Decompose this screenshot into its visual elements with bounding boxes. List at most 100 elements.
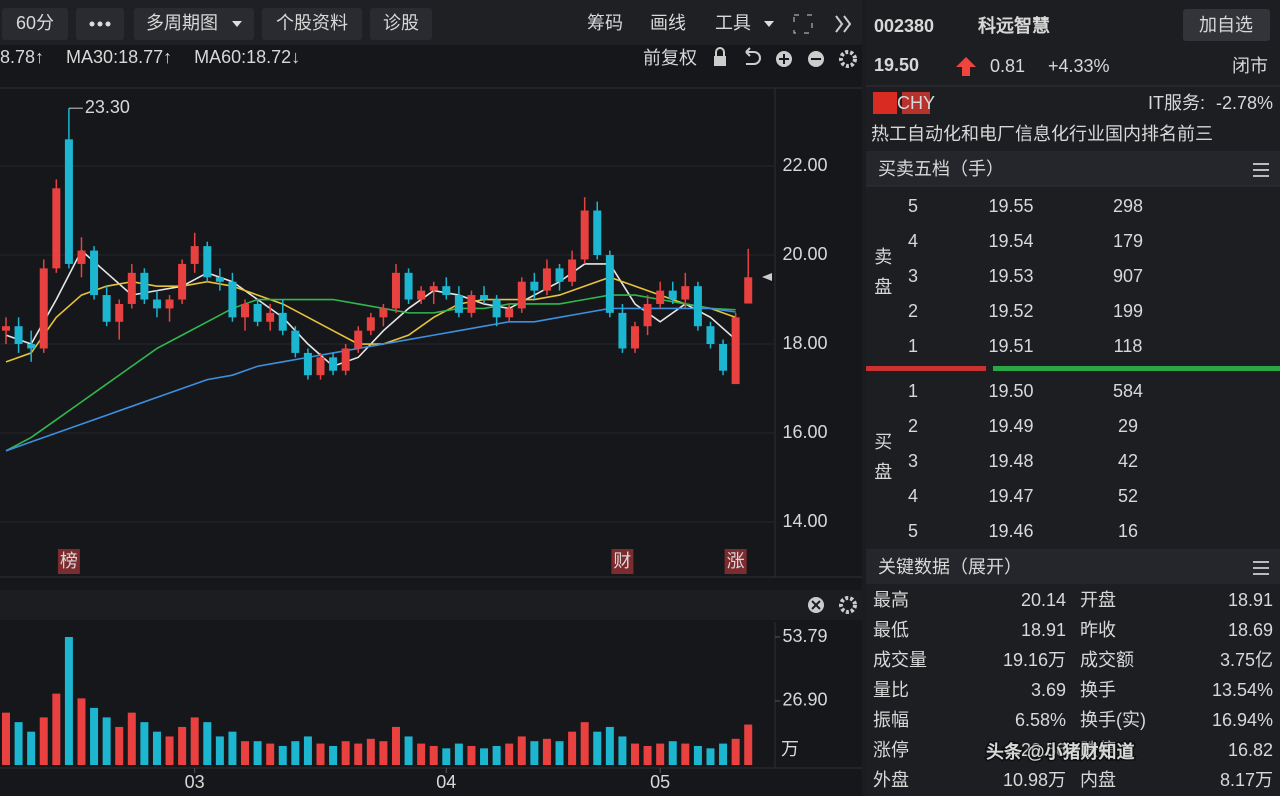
order-level: 4 bbox=[908, 486, 918, 506]
tools-button[interactable]: 工具 bbox=[715, 13, 751, 33]
sector-name: IT服务: bbox=[1148, 93, 1205, 113]
button[interactable] bbox=[370, 8, 432, 40]
candle-body bbox=[253, 303, 262, 322]
volume-bar bbox=[593, 731, 602, 765]
candle-body bbox=[605, 255, 614, 313]
sector-change: -2.78% bbox=[1216, 93, 1273, 113]
undo-icon[interactable] bbox=[745, 47, 761, 65]
order-price: 19.52 bbox=[988, 301, 1033, 321]
candle-body bbox=[152, 299, 161, 309]
volume-bar bbox=[605, 726, 614, 765]
fullscreen-icon[interactable] bbox=[793, 14, 813, 34]
order-price: 19.50 bbox=[988, 381, 1033, 401]
volume-bar bbox=[228, 731, 237, 765]
volume-bar bbox=[391, 726, 400, 765]
diagnose-button[interactable]: 诊股 bbox=[383, 13, 419, 33]
button[interactable] bbox=[134, 8, 254, 40]
candle-body bbox=[429, 286, 438, 291]
chips-button[interactable]: 筹码 bbox=[587, 13, 623, 33]
order-level: 2 bbox=[908, 301, 918, 321]
volume-bar bbox=[580, 722, 589, 765]
order-price: 19.47 bbox=[988, 486, 1033, 506]
adjust-label[interactable]: 前复权 bbox=[643, 48, 697, 68]
period-button[interactable]: 60分 bbox=[16, 13, 54, 33]
button[interactable] bbox=[262, 8, 362, 40]
menu-icon[interactable] bbox=[1253, 163, 1269, 177]
buy-label: 买盘 bbox=[872, 432, 892, 492]
order-level: 5 bbox=[908, 196, 918, 216]
volume-bar bbox=[215, 736, 224, 765]
legend-entry: 8.78↑ bbox=[0, 47, 44, 67]
volume-bar bbox=[241, 741, 250, 765]
plus bbox=[779, 54, 789, 64]
dropdown-arrow bbox=[764, 21, 774, 27]
order-volume: 16 bbox=[1118, 521, 1138, 541]
moving-average-line bbox=[5, 276, 736, 363]
volume-bar bbox=[429, 745, 438, 765]
candle-body bbox=[39, 268, 48, 349]
candle-body bbox=[631, 326, 639, 349]
key-value: 19.16万 bbox=[1003, 650, 1066, 670]
key-label: 最低 bbox=[873, 620, 909, 640]
multi-period-button[interactable]: 多周期图 bbox=[146, 13, 218, 33]
order-price: 19.51 bbox=[988, 336, 1033, 356]
volume-bar bbox=[291, 741, 300, 765]
candle-body bbox=[593, 210, 602, 256]
key-label: 量比 bbox=[873, 680, 909, 700]
menu-icon[interactable] bbox=[1253, 561, 1269, 575]
volume-bar bbox=[505, 743, 514, 765]
draw-button[interactable]: 画线 bbox=[650, 13, 686, 33]
volume-bar bbox=[39, 717, 48, 765]
chart-panel bbox=[0, 0, 862, 796]
profile-button[interactable]: 个股资料 bbox=[276, 13, 348, 33]
order-level: 3 bbox=[908, 451, 918, 471]
candle-body bbox=[178, 263, 187, 300]
volume-bar bbox=[253, 741, 262, 765]
stock-name: 科远智慧 bbox=[978, 15, 1050, 36]
volume-bar bbox=[140, 722, 149, 765]
candle-body bbox=[228, 281, 237, 318]
settings-icon[interactable] bbox=[839, 596, 857, 614]
button[interactable] bbox=[2, 8, 68, 40]
sell-label: 卖盘 bbox=[872, 247, 892, 307]
candle-body bbox=[568, 259, 577, 282]
market-status: 闭市 bbox=[1232, 56, 1268, 76]
key-label: 振幅 bbox=[873, 710, 909, 730]
key-value: 6.58% bbox=[1015, 710, 1066, 730]
order-volume: 42 bbox=[1118, 451, 1138, 471]
lock-icon[interactable] bbox=[714, 56, 726, 66]
candle-body bbox=[278, 312, 287, 331]
volume-bar bbox=[480, 748, 489, 765]
volume-bar bbox=[366, 738, 375, 765]
volume-bar bbox=[744, 724, 753, 765]
key-label: 换手(实) bbox=[1080, 710, 1146, 730]
current-price-pointer bbox=[762, 273, 772, 281]
settings-icon[interactable] bbox=[839, 50, 857, 68]
key-value: 13.54% bbox=[1212, 680, 1273, 700]
order-level: 1 bbox=[908, 336, 918, 356]
y-tick-label: 16.00 bbox=[782, 422, 827, 442]
order-book-title: 买卖五档（手） bbox=[878, 159, 1004, 179]
flag-icon bbox=[873, 92, 897, 114]
volume-bar bbox=[2, 712, 10, 765]
volume-bar bbox=[64, 637, 73, 765]
order-price: 19.55 bbox=[988, 196, 1033, 216]
volume-bar bbox=[668, 741, 677, 765]
volume-bar bbox=[127, 712, 136, 765]
candle-body bbox=[706, 326, 715, 345]
key-label: 内盘 bbox=[1080, 770, 1116, 790]
event-label: 财 bbox=[613, 551, 631, 571]
add-watch-button[interactable] bbox=[1183, 9, 1270, 41]
candle-body bbox=[316, 357, 325, 376]
expand-icon[interactable] bbox=[835, 15, 852, 33]
volume-bar bbox=[517, 736, 526, 765]
order-price: 19.53 bbox=[988, 266, 1033, 286]
volume-bar bbox=[530, 741, 539, 765]
moving-average-line bbox=[5, 307, 736, 452]
volume-bar bbox=[115, 726, 124, 765]
moving-average-line bbox=[5, 294, 736, 452]
x-tick-label: 05 bbox=[650, 772, 670, 792]
add-watch-label[interactable]: 加自选 bbox=[1199, 15, 1253, 35]
volume-bar bbox=[643, 745, 652, 765]
